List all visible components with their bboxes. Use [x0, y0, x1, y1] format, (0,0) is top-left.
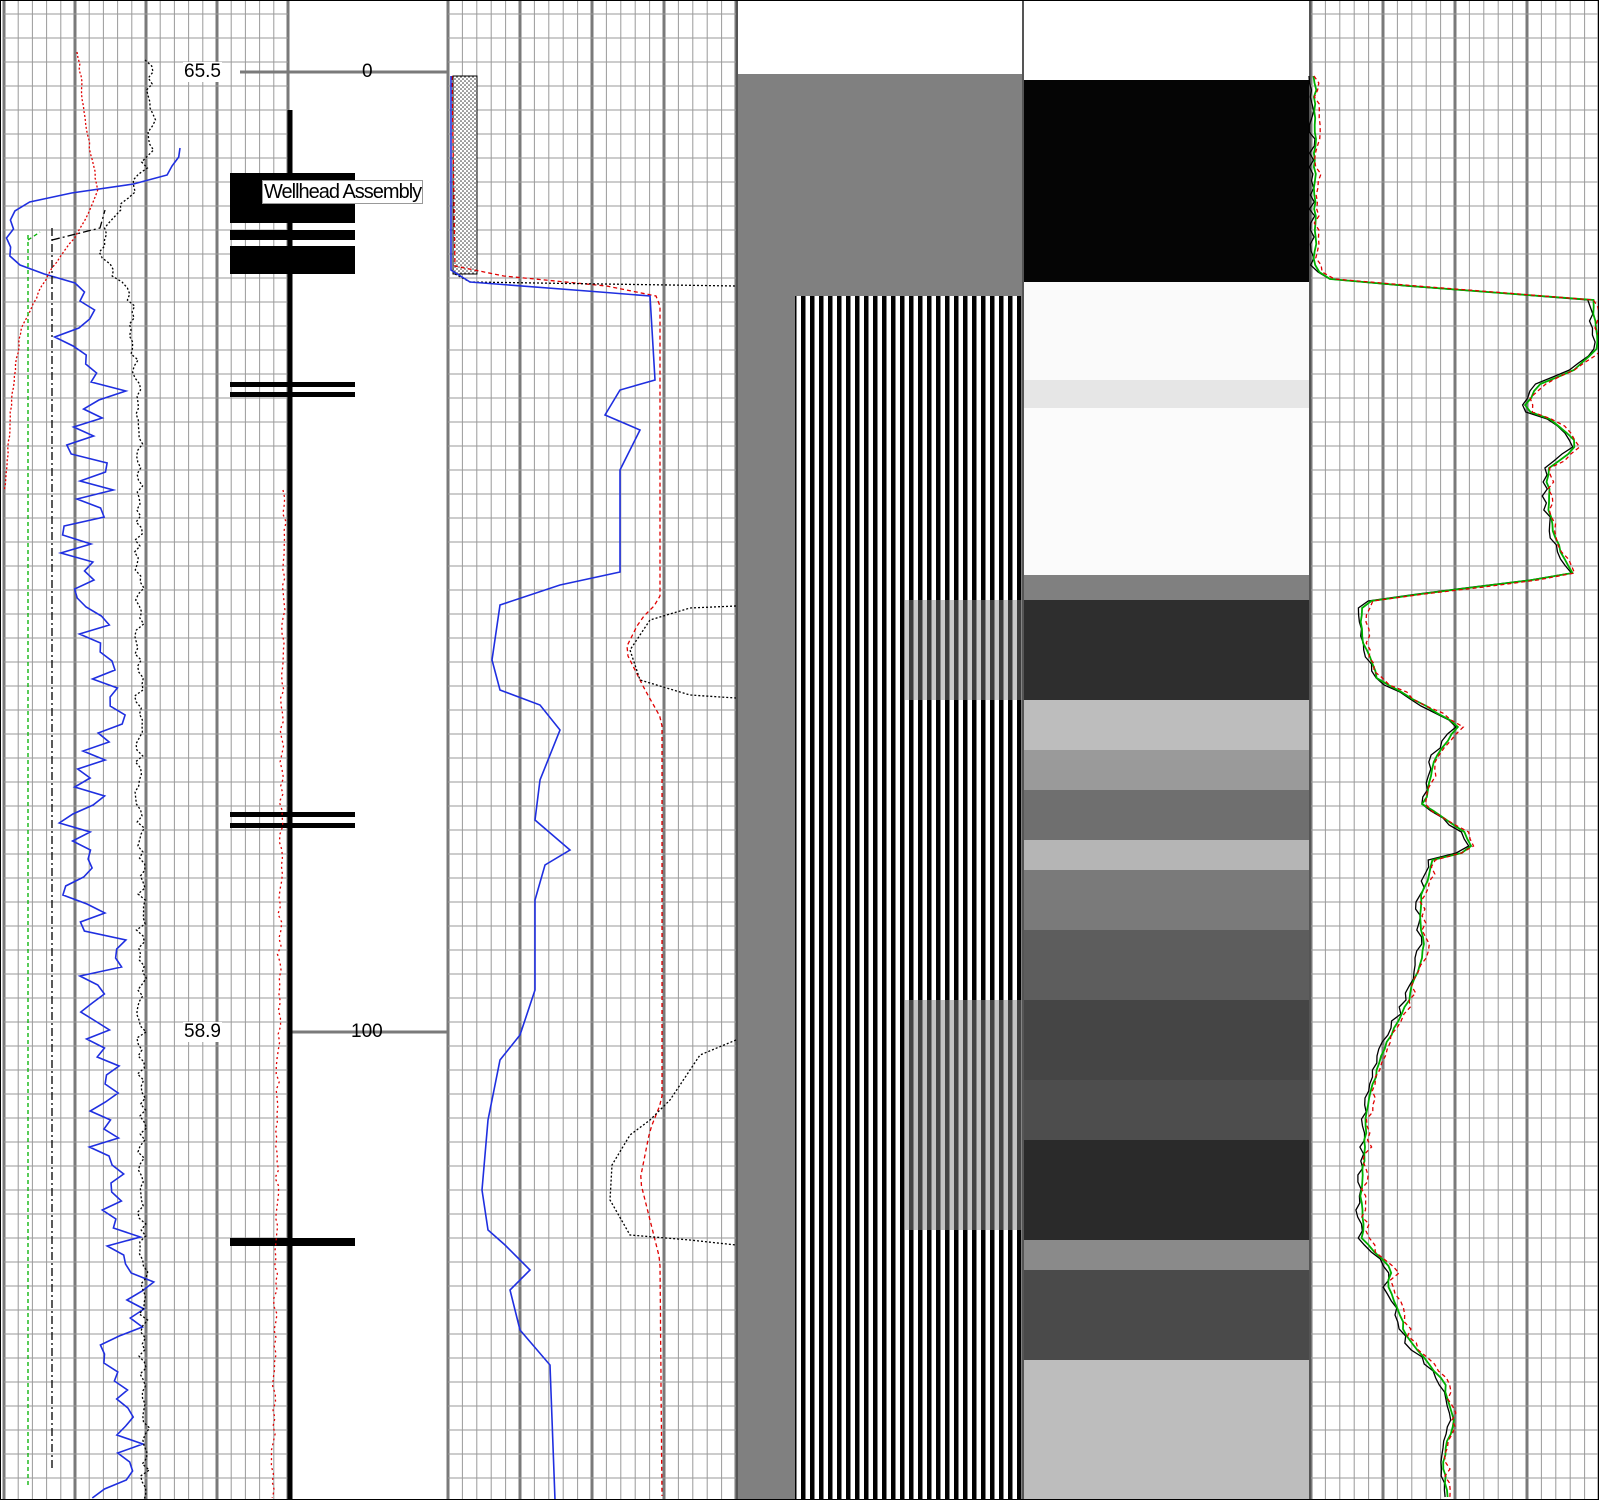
- wellhead-annotation[interactable]: Wellhead Assembly: [262, 180, 423, 204]
- vdl-waveform-bands: [795, 296, 1022, 1500]
- track-2-grid: [448, 0, 736, 1500]
- vdl-fade: [905, 600, 1022, 700]
- track-2-curves: [452, 76, 736, 1496]
- vdl-fade: [905, 1000, 1022, 1230]
- black-dash-dot-curve: [52, 210, 105, 240]
- depth-label-100: 100: [350, 1022, 384, 1042]
- depth-label-0: 0: [361, 62, 374, 82]
- amplitude-image: [1024, 80, 1310, 1500]
- stippled-fill: [453, 76, 477, 274]
- track-5-grid: [1311, 0, 1599, 1500]
- casing-label-top: 65.5: [183, 62, 222, 82]
- track-1-grid: [4, 0, 288, 1500]
- black-dotted-curve: [630, 606, 736, 698]
- track-1-curves: [4, 52, 180, 1500]
- green-dashed-curve: [28, 232, 40, 240]
- casing-label-bottom: 58.9: [183, 1022, 222, 1042]
